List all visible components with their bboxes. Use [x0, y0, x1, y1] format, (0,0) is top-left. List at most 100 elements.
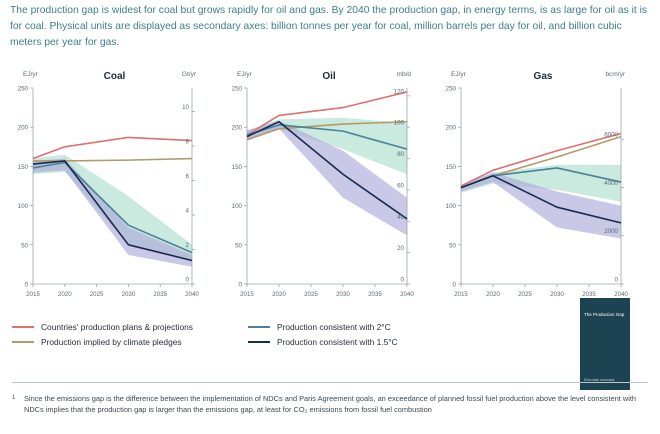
chart-gas — [458, 87, 624, 287]
range-band-band2 — [247, 117, 407, 175]
legend: Countries' production plans & projection… — [12, 322, 572, 352]
y-tick-label: 200 — [232, 125, 243, 132]
y2-tick-label: 0 — [186, 277, 190, 284]
y-axis-label-left: EJ/yr — [237, 71, 253, 78]
legend-label-plans: Countries' production plans & projection… — [41, 322, 193, 332]
x-tick-label: 2015 — [240, 291, 254, 298]
x-tick-label: 2035 — [368, 291, 382, 298]
cover-title: The Production Gap — [584, 312, 625, 317]
x-tick-label: 2040 — [185, 291, 199, 298]
intro-text: The production gap is widest for coal bu… — [10, 5, 648, 48]
y-tick-label: 200 — [18, 125, 29, 132]
series-line-pledges — [33, 157, 193, 162]
y2-tick-label: 8 — [186, 139, 190, 146]
x-tick-label: 2030 — [122, 291, 136, 298]
y2-tick-label: 4000 — [604, 180, 618, 187]
chart-title: Oil — [322, 71, 336, 82]
legend-label-2c: Production consistent with 2°C — [277, 322, 391, 332]
y2-tick-label: 2 — [186, 242, 190, 249]
y-tick-label: 250 — [446, 86, 457, 93]
x-tick-label: 2025 — [518, 291, 532, 298]
y2-tick-label: 20 — [397, 245, 404, 252]
legend-swatch-pledges — [12, 341, 34, 343]
y-tick-label: 250 — [18, 86, 29, 93]
y2-tick-label: 6000 — [604, 132, 618, 139]
y2-tick-label: 0 — [615, 277, 619, 284]
x-tick-label: 2030 — [550, 291, 564, 298]
y-tick-label: 50 — [21, 242, 28, 249]
chart-coal — [30, 87, 195, 287]
y-tick-label: 50 — [449, 242, 456, 249]
y-axis-label-right: mb/d — [397, 71, 412, 78]
legend-swatch-plans — [12, 326, 34, 328]
footnote-divider — [12, 382, 648, 383]
x-tick-label: 2025 — [90, 291, 104, 298]
x-tick-label: 2035 — [582, 291, 596, 298]
y-axis-label-right: bcm/yr — [606, 71, 626, 78]
x-tick-label: 2020 — [486, 291, 500, 298]
y2-tick-label: 2000 — [604, 228, 618, 235]
legend-item-pledges: Production implied by climate pledges — [12, 337, 182, 347]
series-line-plans — [246, 91, 408, 136]
x-tick-label: 2025 — [304, 291, 318, 298]
chart-oil — [244, 87, 410, 287]
y-tick-label: 100 — [232, 203, 243, 210]
y2-tick-label: 80 — [397, 151, 404, 158]
x-tick-label: 2030 — [336, 291, 350, 298]
series-line-plans — [460, 132, 622, 187]
legend-item-plans: Countries' production plans & projection… — [12, 322, 193, 332]
y2-tick-label: 0 — [401, 277, 405, 284]
legend-swatch-2c — [248, 326, 270, 328]
y2-tick-label: 120 — [394, 88, 405, 95]
y2-tick-label: 6 — [186, 173, 190, 180]
y-axis-label-left: EJ/yr — [451, 71, 467, 78]
legend-swatch-15c — [248, 341, 270, 343]
y-tick-label: 0 — [25, 282, 29, 289]
y-tick-label: 150 — [232, 164, 243, 171]
footnote-mark: 1 — [12, 395, 16, 401]
footnote-text: Since the emissions gap is the differenc… — [24, 394, 637, 414]
y2-tick-label: 40 — [397, 214, 404, 221]
footnote: 1 Since the emissions gap is the differe… — [12, 394, 654, 415]
series-line-plans — [32, 136, 193, 160]
legend-item-2c: Production consistent with 2°C — [248, 322, 391, 332]
y2-tick-label: 100 — [394, 120, 405, 127]
x-tick-label: 2035 — [153, 291, 167, 298]
y-tick-label: 150 — [18, 164, 29, 171]
y-tick-label: 50 — [235, 242, 242, 249]
legend-item-15c: Production consistent with 1.5°C — [248, 337, 398, 347]
y-tick-label: 0 — [453, 282, 457, 289]
range-band-band15 — [33, 158, 192, 267]
y-axis-label-right: Gt/yr — [182, 71, 197, 78]
chart-title: Coal — [104, 71, 126, 82]
y2-tick-label: 4 — [186, 208, 190, 215]
x-tick-label: 2020 — [272, 291, 286, 298]
x-tick-label: 2015 — [454, 291, 468, 298]
x-tick-label: 2040 — [614, 291, 628, 298]
cover-subtitle: Executive summary — [584, 378, 615, 382]
series-line-c15 — [246, 120, 408, 220]
legend-label-pledges: Production implied by climate pledges — [41, 337, 182, 347]
legend-label-15c: Production consistent with 1.5°C — [277, 337, 398, 347]
range-band-band15 — [247, 120, 407, 236]
y-tick-label: 100 — [18, 203, 29, 210]
y-tick-label: 0 — [239, 282, 243, 289]
x-tick-label: 2015 — [26, 291, 40, 298]
report-cover-thumbnail[interactable]: The Production Gap Executive summary — [580, 298, 630, 390]
series-line-c15 — [32, 160, 193, 262]
y2-tick-label: 60 — [397, 182, 404, 189]
x-tick-label: 2040 — [400, 291, 414, 298]
y-tick-label: 100 — [446, 203, 457, 210]
y2-tick-label: 10 — [182, 104, 189, 111]
x-tick-label: 2020 — [58, 291, 72, 298]
series-line-c2 — [32, 161, 193, 254]
chart-title: Gas — [534, 71, 553, 82]
series-line-pledges — [246, 120, 408, 141]
y-axis-label-left: EJ/yr — [23, 71, 39, 78]
series-line-c15 — [460, 175, 622, 224]
y-tick-label: 250 — [232, 86, 243, 93]
range-band-band15 — [461, 172, 621, 239]
y-tick-label: 200 — [446, 125, 457, 132]
y-tick-label: 150 — [446, 164, 457, 171]
